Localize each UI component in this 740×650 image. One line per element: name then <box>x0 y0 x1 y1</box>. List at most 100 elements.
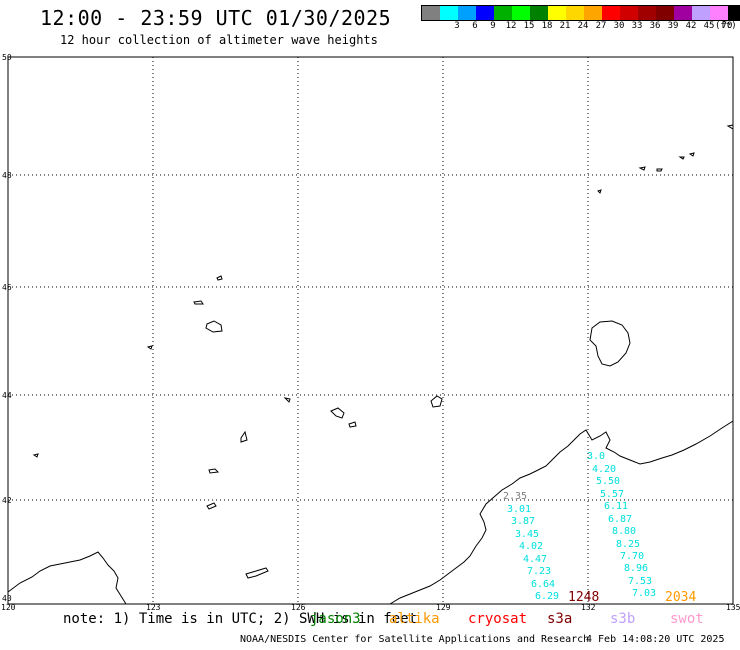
scale-label: 15 <box>523 21 535 31</box>
wave-height-value: 8.80 <box>612 526 637 537</box>
scale-swatch <box>620 6 638 20</box>
longitude-label: 135 <box>726 603 740 612</box>
wave-height-value: 8.96 <box>624 563 649 574</box>
wave-height-value: 7.53 <box>628 576 653 587</box>
scale-swatch <box>710 6 728 20</box>
satellite-legend-altika: altika <box>389 611 440 627</box>
longitude-label: 123 <box>146 603 161 612</box>
generation-timestamp: 4 Feb 14:08:20 UTC 2025 <box>586 634 725 645</box>
scale-swatch <box>458 6 476 20</box>
island-small-17 <box>146 345 153 350</box>
coastlines <box>7 124 734 605</box>
satellite-legend-s3a: s3a <box>547 611 573 627</box>
coastline-southwest-landmass <box>7 551 127 605</box>
satellite-legend-cryosat: cryosat <box>468 611 528 627</box>
wave-height-value: 6.29 <box>535 591 560 602</box>
scale-swatch <box>674 6 692 20</box>
wave-height-value: 6.64 <box>531 579 556 590</box>
scale-label: 42 <box>685 21 697 31</box>
satellite-legend-jason3: jason3 <box>310 611 361 627</box>
scale-swatch <box>494 6 512 20</box>
scale-swatch <box>692 6 710 20</box>
wave-height-value: 7.70 <box>620 551 645 562</box>
scale-label: 36 <box>649 21 661 31</box>
scale-label: 39 <box>667 21 679 31</box>
scale-unit-label: (ft) <box>715 21 737 31</box>
scale-label: 12 <box>505 21 517 31</box>
island-small-12 <box>656 168 663 172</box>
wave-height-value: 3.45 <box>515 529 540 540</box>
longitude-label: 126 <box>291 603 306 612</box>
longitude-label: 129 <box>436 603 451 612</box>
island-small-13 <box>678 156 685 160</box>
scale-label: 18 <box>541 21 553 31</box>
satellite-legend-swot: swot <box>670 611 704 627</box>
latitude-label: 50 <box>2 53 12 62</box>
scale-swatch <box>656 6 674 20</box>
scale-label: 45 <box>703 21 715 31</box>
scale-swatch <box>476 6 494 20</box>
wave-height-value: 3.0 <box>587 451 606 462</box>
scale-swatch <box>422 6 440 20</box>
scale-label: 9 <box>490 21 496 31</box>
island-small-2 <box>193 300 204 305</box>
scale-label: 3 <box>454 21 460 31</box>
latitude-label: 42 <box>2 496 12 505</box>
island-small-8 <box>206 502 217 510</box>
latitude-label: 40 <box>2 594 12 603</box>
satellite-legend-s3b: s3b <box>610 611 636 627</box>
credit-line: NOAA/NESDIS Center for Satellite Applica… <box>240 634 590 645</box>
wave-height-value: 4.20 <box>592 464 617 475</box>
island-small-11 <box>638 166 646 171</box>
island-small-7 <box>208 468 220 474</box>
island-small-19 <box>32 453 39 458</box>
scale-swatch <box>548 6 566 20</box>
longitude-label: 120 <box>1 603 16 612</box>
scale-label: 70 <box>721 21 733 31</box>
wave-height-value: 5.57 <box>600 489 625 500</box>
island-small-15 <box>726 124 734 130</box>
latitude-label: 46 <box>2 283 12 292</box>
wave-height-value: 7.03 <box>632 588 657 599</box>
map-frame <box>7 56 734 605</box>
scale-swatch <box>584 6 602 20</box>
pass-time-label-2034: 2034 <box>665 590 696 605</box>
lat-lon-grid <box>8 57 733 604</box>
island-small-5 <box>430 395 443 408</box>
wave-height-value: 2.35 <box>503 491 528 502</box>
scale-swatch <box>638 6 656 20</box>
scale-swatch <box>530 6 548 20</box>
wave-height-value: 8.25 <box>616 539 641 550</box>
scale-swatch <box>566 6 584 20</box>
island-small-1 <box>216 275 223 281</box>
map-title: 12:00 - 23:59 UTC 01/30/2025 <box>40 6 392 30</box>
scale-swatch <box>602 6 620 20</box>
latitude-label: 48 <box>2 171 12 180</box>
wave-height-value: 4.02 <box>519 541 544 552</box>
scale-label: 30 <box>613 21 625 31</box>
island-small-18 <box>283 397 291 403</box>
pass-time-label-1248: 1248 <box>568 590 599 605</box>
island-small-16 <box>597 189 602 194</box>
scale-swatch <box>440 6 458 20</box>
island-small-4 <box>330 407 345 419</box>
coastline-southeast-landmass <box>389 420 734 605</box>
island-small-14 <box>688 152 695 157</box>
island-east-large <box>589 320 631 367</box>
island-small-3 <box>205 320 223 333</box>
scale-label: 27 <box>595 21 607 31</box>
pass-time-1248: 1248 <box>568 590 600 605</box>
pass-time-2034: 2034 <box>665 590 697 605</box>
scale-swatch <box>512 6 530 20</box>
wave-height-value: 6.11 <box>604 501 629 512</box>
scale-label: 6 <box>472 21 478 31</box>
scale-label: 33 <box>631 21 643 31</box>
longitude-label: 132 <box>581 603 596 612</box>
island-small-10 <box>348 421 357 428</box>
wave-height-value: 7.23 <box>527 566 552 577</box>
scale-label: 24 <box>577 21 589 31</box>
latitude-label: 44 <box>2 391 12 400</box>
wave-height-value: 3.87 <box>511 516 536 527</box>
units-note: note: 1) Time is in UTC; 2) SWH is in fe… <box>63 611 418 627</box>
